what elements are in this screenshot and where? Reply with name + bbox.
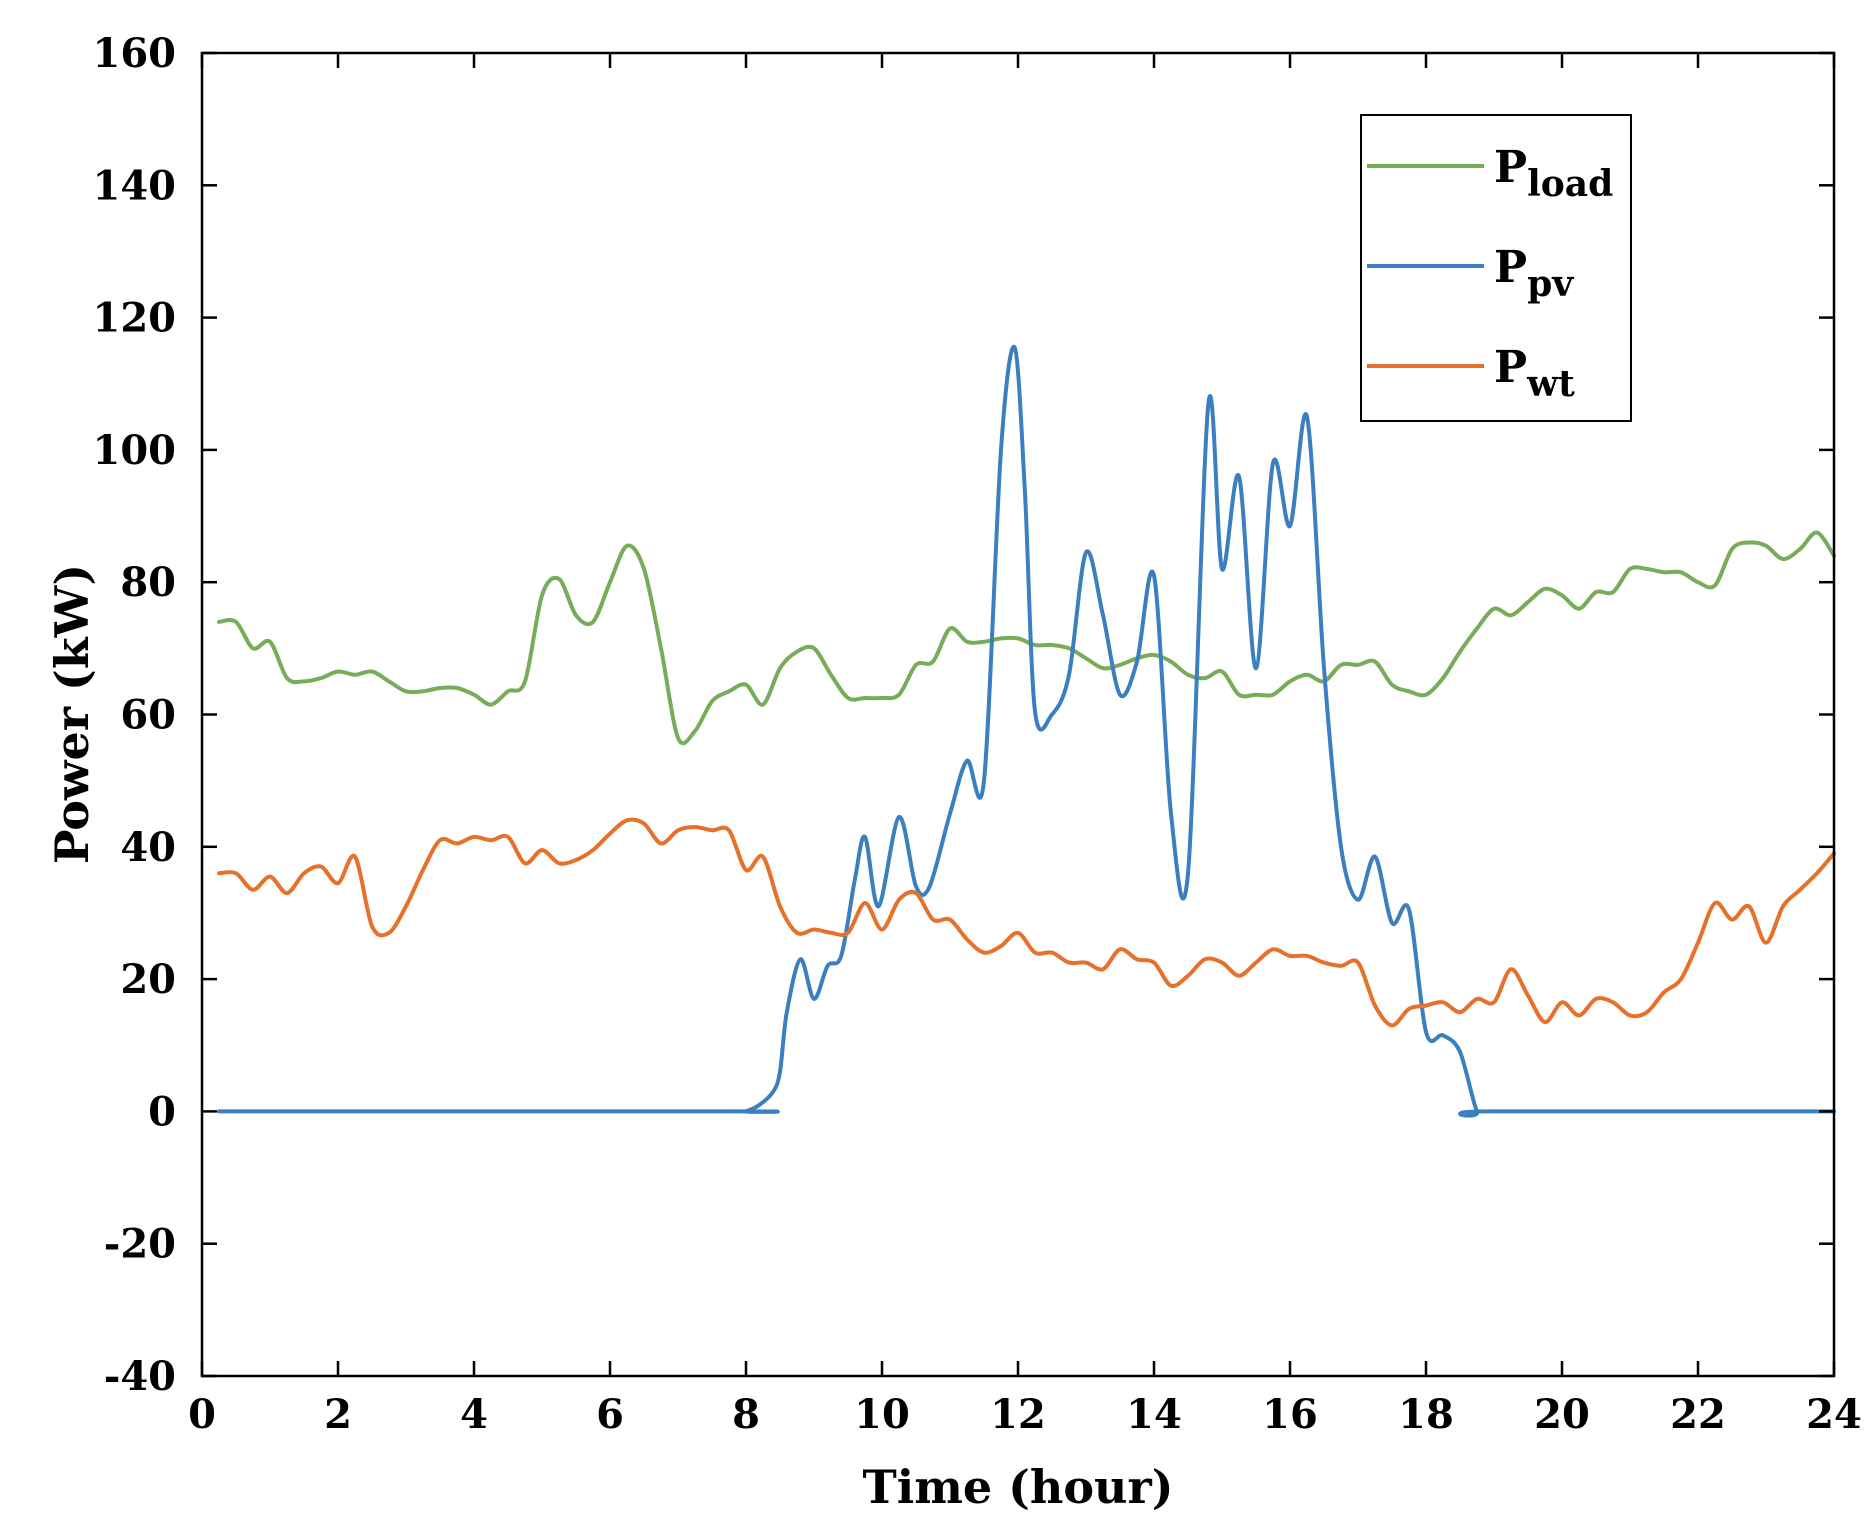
- y-axis-title: Power (kW): [45, 564, 99, 864]
- y-tick-label: 40: [120, 824, 176, 871]
- legend-label-pv: Ppv: [1494, 242, 1574, 305]
- y-tick-label: -20: [104, 1221, 176, 1268]
- legend-label-wt: Pwt: [1494, 342, 1575, 405]
- legend-label-load: Pload: [1494, 142, 1613, 205]
- series-layer: [217, 344, 1836, 1118]
- y-tick-label: 140: [93, 162, 177, 209]
- y-tick-label: 80: [120, 559, 176, 606]
- y-tick-label: 20: [120, 956, 176, 1003]
- tick-label-layer: 0 2 4 6 8 10 12 14 16 18 20 22 24-40-200204060801001…: [93, 30, 1862, 1438]
- x-tick-label: 10: [854, 1391, 910, 1438]
- y-tick-label: 160: [93, 30, 177, 77]
- series-line-pv: [217, 344, 1836, 1118]
- x-tick-label: 8: [732, 1391, 760, 1438]
- y-tick-label: -40: [104, 1353, 176, 1400]
- x-tick-label: 0: [188, 1391, 216, 1438]
- y-tick-label: 0: [148, 1088, 176, 1135]
- x-tick-label: 2: [324, 1391, 352, 1438]
- x-tick-label: 20: [1534, 1391, 1590, 1438]
- x-axis-title: Time (hour): [863, 1460, 1174, 1514]
- x-tick-label: 22: [1670, 1391, 1726, 1438]
- legend: Pload Ppv Pwt: [1360, 114, 1632, 422]
- series-line-load: [217, 530, 1836, 746]
- x-tick-label: 24: [1806, 1391, 1862, 1438]
- x-tick-label: 18: [1398, 1391, 1454, 1438]
- y-tick-label: 120: [93, 295, 177, 342]
- x-tick-label: 14: [1126, 1391, 1182, 1438]
- y-tick-label: 100: [93, 427, 177, 474]
- x-tick-label: 12: [990, 1391, 1046, 1438]
- tick-layer: [200, 51, 1836, 1378]
- x-tick-label: 16: [1262, 1391, 1318, 1438]
- y-tick-label: 60: [120, 692, 176, 739]
- x-tick-label: 4: [460, 1391, 488, 1438]
- series-line-wt: [217, 817, 1836, 1028]
- x-tick-label: 6: [596, 1391, 624, 1438]
